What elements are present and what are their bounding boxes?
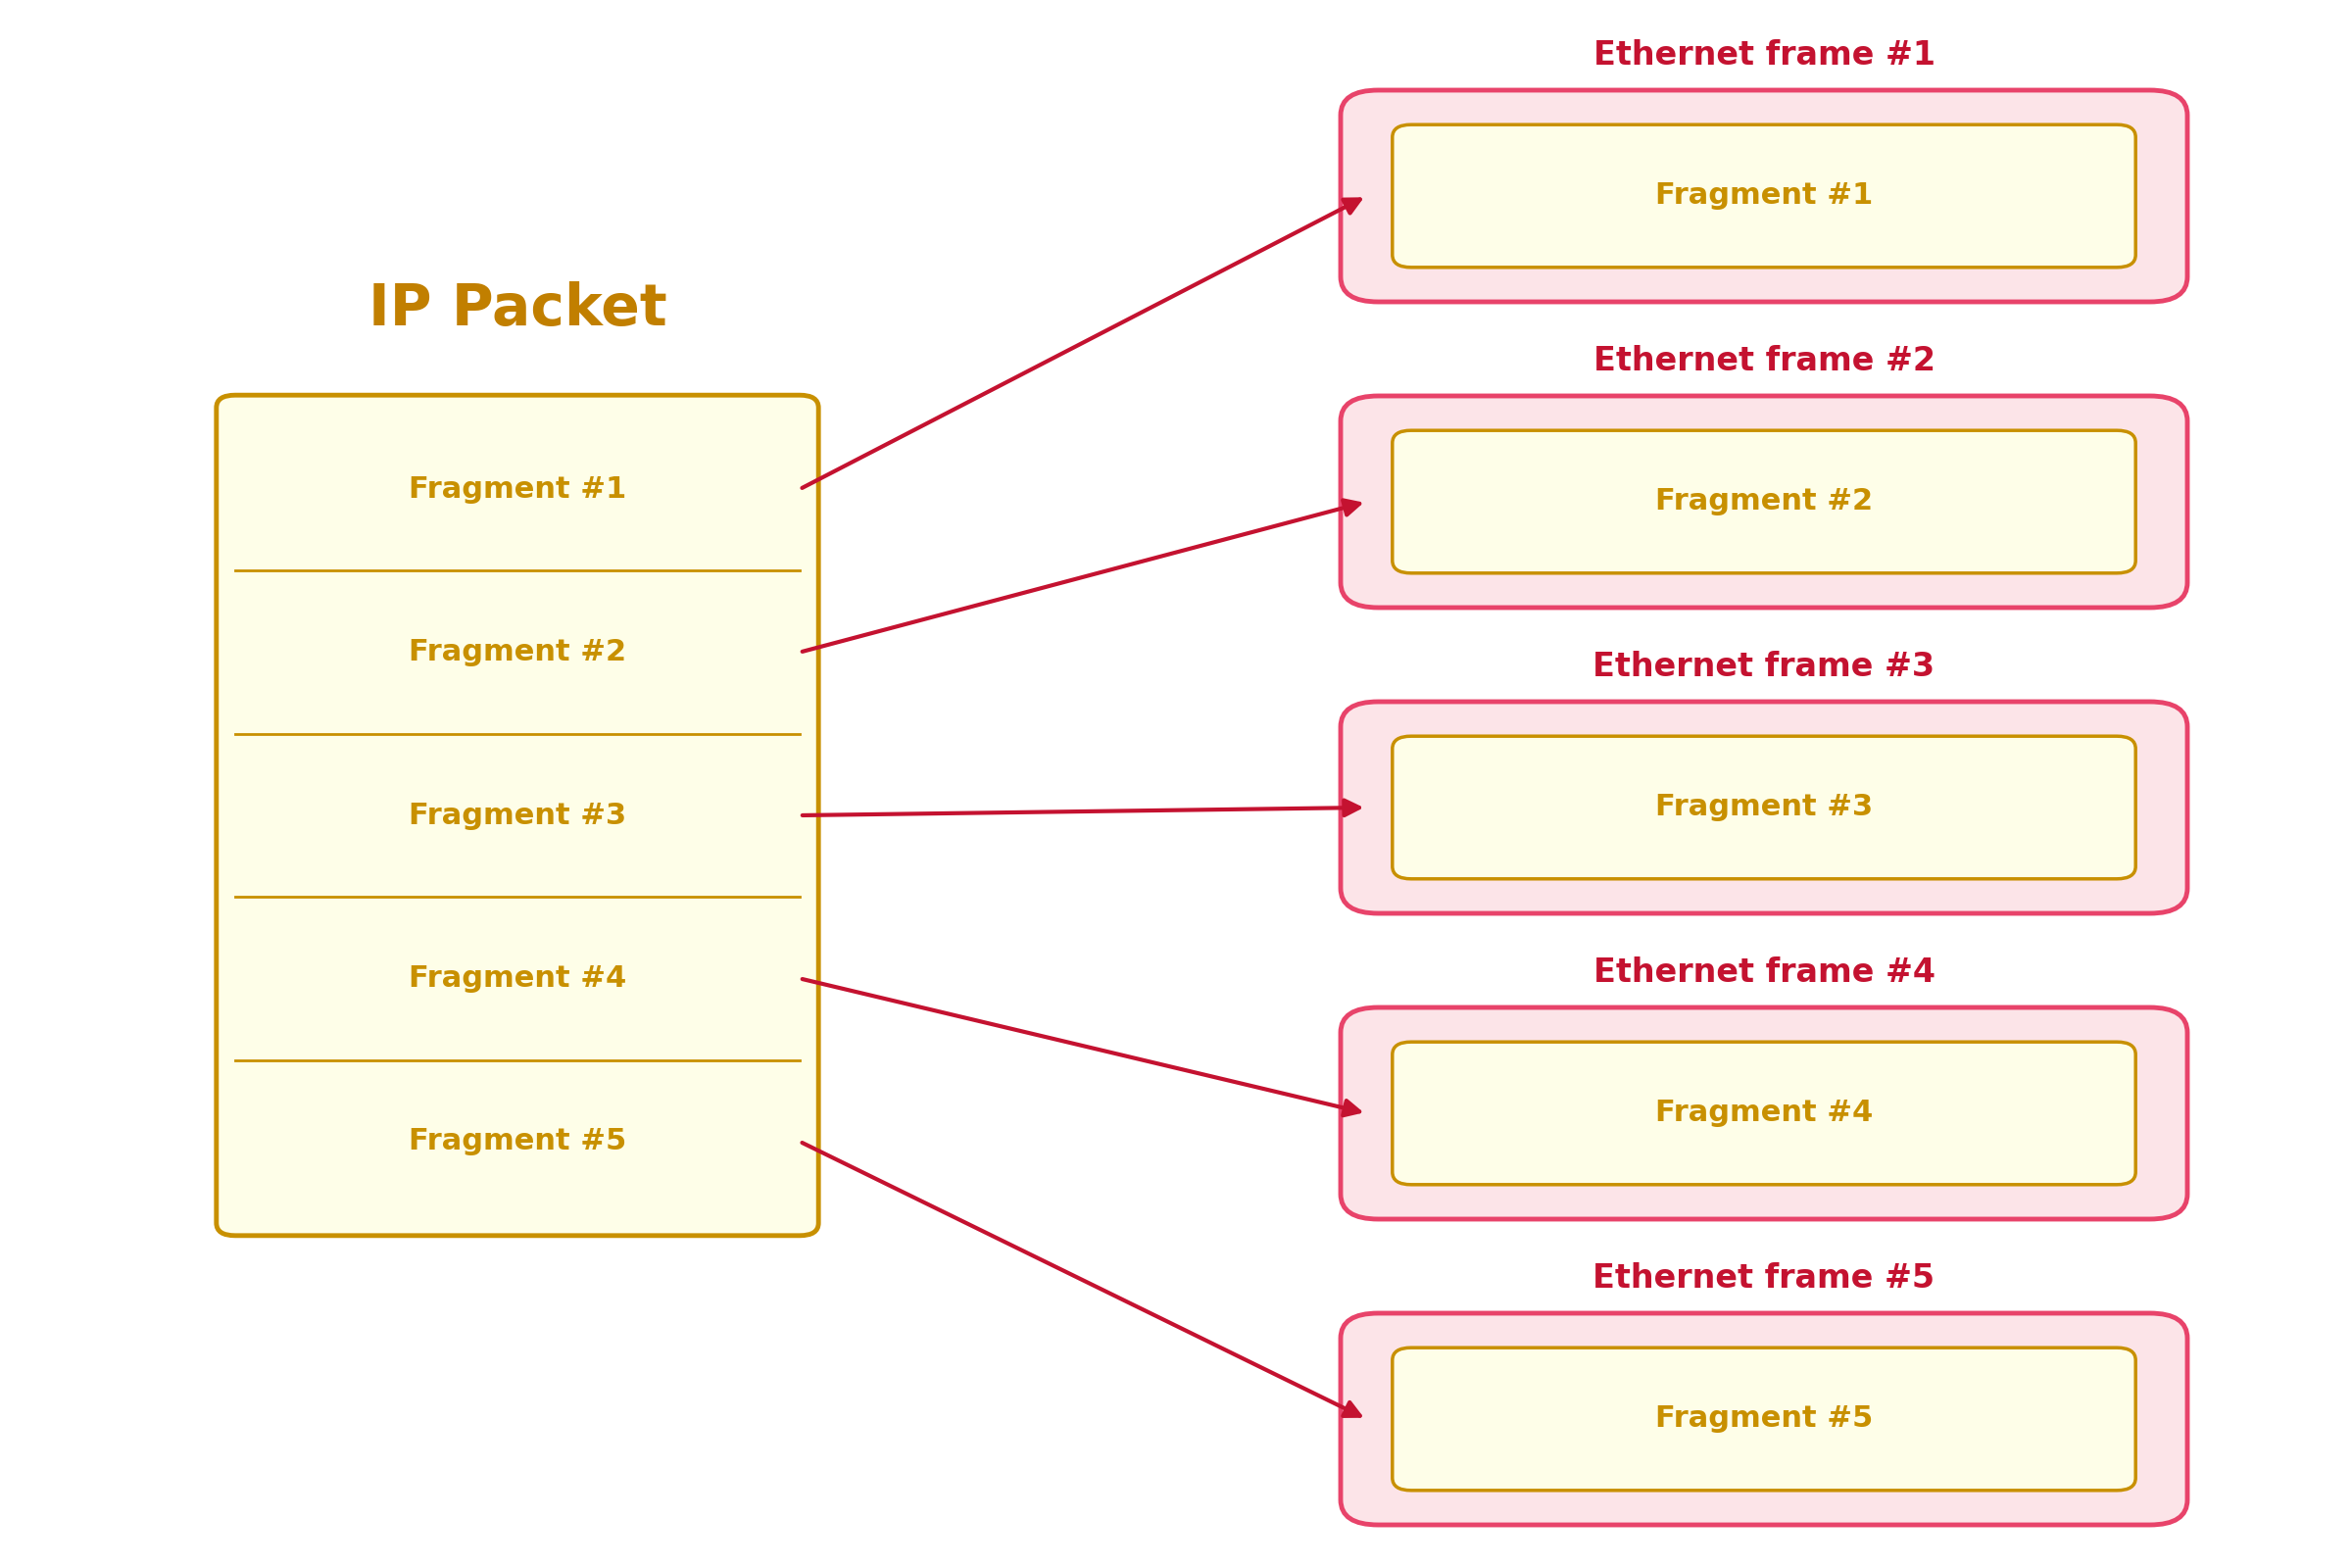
Text: Ethernet frame #4: Ethernet frame #4 bbox=[1592, 956, 1936, 988]
Text: Fragment #3: Fragment #3 bbox=[1656, 793, 1872, 822]
FancyBboxPatch shape bbox=[1341, 702, 2187, 913]
FancyBboxPatch shape bbox=[1392, 737, 2136, 878]
FancyBboxPatch shape bbox=[1341, 1007, 2187, 1220]
Text: Fragment #2: Fragment #2 bbox=[409, 638, 626, 666]
Text: Fragment #4: Fragment #4 bbox=[409, 964, 626, 993]
FancyBboxPatch shape bbox=[1392, 1348, 2136, 1490]
Text: Ethernet frame #5: Ethernet frame #5 bbox=[1592, 1262, 1936, 1295]
FancyBboxPatch shape bbox=[1341, 1314, 2187, 1524]
Text: IP Packet: IP Packet bbox=[369, 281, 666, 337]
Text: Fragment #3: Fragment #3 bbox=[409, 801, 626, 829]
FancyBboxPatch shape bbox=[1392, 125, 2136, 267]
FancyBboxPatch shape bbox=[1341, 395, 2187, 608]
FancyBboxPatch shape bbox=[216, 395, 818, 1236]
Text: Fragment #2: Fragment #2 bbox=[1656, 488, 1872, 516]
Text: Ethernet frame #3: Ethernet frame #3 bbox=[1592, 651, 1936, 684]
FancyBboxPatch shape bbox=[1392, 1041, 2136, 1185]
Text: Fragment #4: Fragment #4 bbox=[1656, 1099, 1872, 1127]
FancyBboxPatch shape bbox=[1392, 430, 2136, 574]
Text: Ethernet frame #1: Ethernet frame #1 bbox=[1592, 39, 1936, 71]
FancyBboxPatch shape bbox=[1341, 89, 2187, 301]
Text: Fragment #5: Fragment #5 bbox=[1656, 1405, 1872, 1433]
Text: Fragment #1: Fragment #1 bbox=[409, 475, 626, 503]
Text: Ethernet frame #2: Ethernet frame #2 bbox=[1592, 345, 1936, 378]
Text: Fragment #5: Fragment #5 bbox=[409, 1127, 626, 1156]
Text: Fragment #1: Fragment #1 bbox=[1656, 182, 1872, 210]
